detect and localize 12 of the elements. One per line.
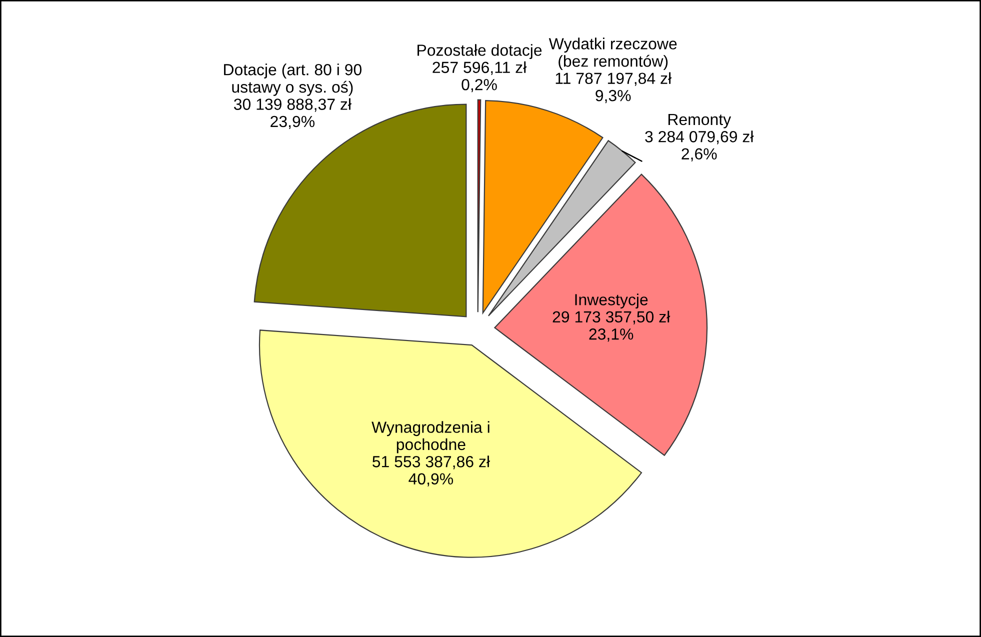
slice-label: Wynagrodzenia i pochodne [372, 421, 490, 454]
data-label: 29 173 357,50 zł 23,1% [552, 310, 670, 342]
data-label: 30 139 888,37 zł 23,9% [234, 98, 352, 130]
data-label: 257 596,11 zł 0,2% [432, 61, 527, 92]
slice-label: Dotacje (art. 80 i 90 ustawy o sys. oś) [224, 64, 362, 96]
slice-label: Inwestycje [575, 294, 648, 308]
slice-label: Wydatki rzeczowe (bez remontów) [548, 38, 677, 70]
slice-label: Remonty [668, 114, 732, 128]
slice-label: Pozostałe dotacje [418, 44, 542, 60]
data-label: 51 553 387,86 zł 40,9% [372, 456, 490, 486]
data-label: 3 284 079,69 zł 2,6% [645, 130, 754, 162]
data-label: 11 787 197,84 zł 9,3% [556, 72, 672, 104]
